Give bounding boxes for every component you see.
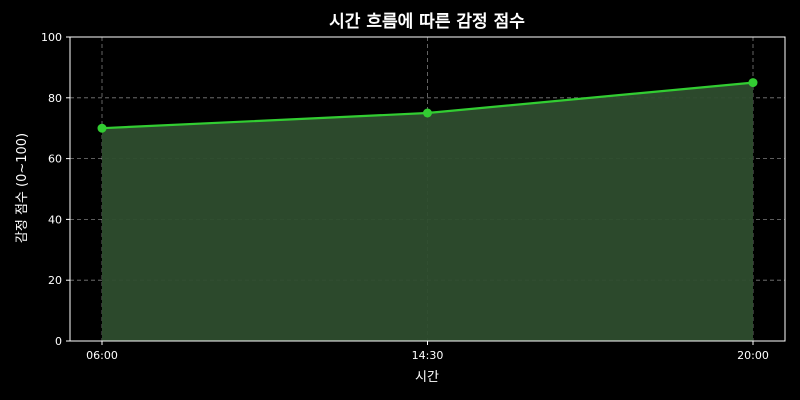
area-layer — [102, 82, 753, 341]
x-tick-label: 14:30 — [412, 349, 444, 362]
x-axis-label: 시간 — [415, 370, 439, 385]
y-tick-label: 20 — [48, 274, 62, 287]
points-layer — [97, 78, 758, 133]
y-tick-label: 60 — [48, 153, 62, 166]
y-tick-label: 80 — [48, 92, 62, 105]
x-tick-label: 06:00 — [86, 349, 118, 362]
plot-frame — [69, 36, 786, 342]
data-point — [748, 78, 758, 88]
data-point — [97, 123, 107, 133]
chart-title: 시간 흐름에 따른 감정 점수 — [329, 12, 525, 32]
y-tick-label: 40 — [48, 213, 62, 226]
y-tick-label: 100 — [41, 31, 62, 44]
x-tick-label: 20:00 — [737, 349, 769, 362]
axes: 0 20 40 60 80 100 06:00 14:30 20:00 — [41, 31, 786, 362]
data-point — [423, 108, 432, 118]
y-tick-label: 0 — [55, 335, 62, 348]
y-axis-label: 감정 점수 (0~100) — [15, 133, 30, 243]
series-area — [102, 82, 753, 341]
